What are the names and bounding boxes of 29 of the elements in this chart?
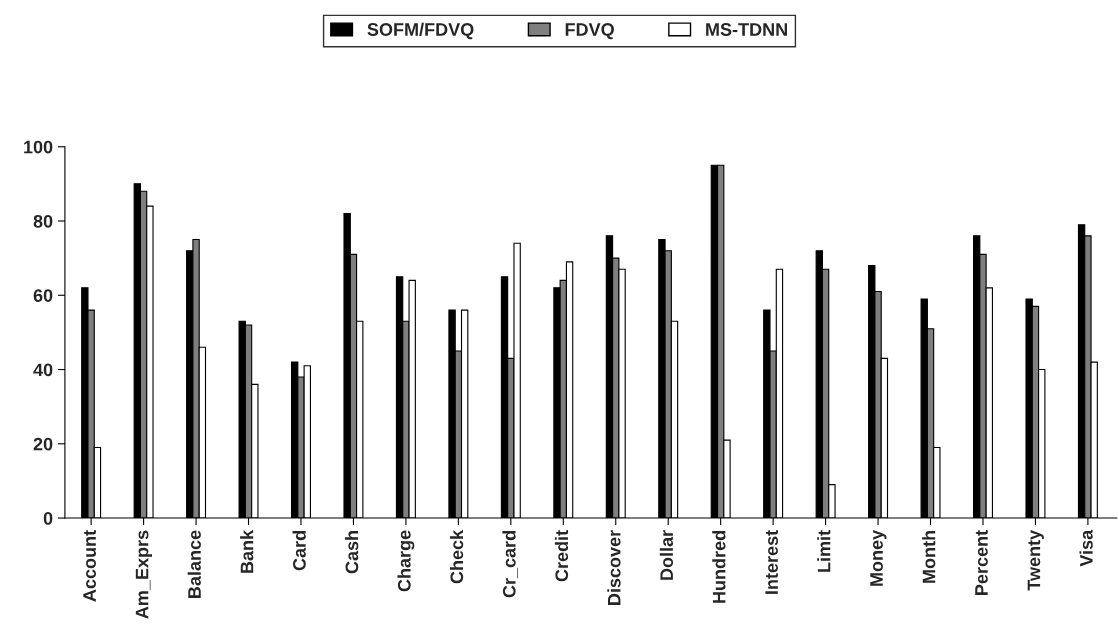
legend-label: FDVQ	[565, 23, 614, 40]
x-tick-label: Interest	[765, 530, 778, 594]
x-tick-label: Percent	[975, 530, 988, 595]
x-tick-label: Cash	[345, 530, 359, 574]
y-tick-label: 60	[33, 289, 53, 302]
legend-label: SOFM/FDVQ	[367, 22, 474, 40]
x-tick-label: Check	[449, 529, 464, 584]
y-tick-label: 40	[33, 363, 53, 377]
x-tick-label: Hundred	[712, 531, 726, 603]
x-tick-label: Credit	[554, 530, 569, 582]
legend-label: MS-TDNN	[706, 23, 787, 36]
x-tick-label: Dollar	[659, 530, 674, 580]
x-tick-label: Discover	[607, 530, 621, 605]
x-tick-label: Twenty	[1027, 529, 1044, 591]
x-tick-label: Money	[870, 529, 887, 586]
y-tick-label: 20	[33, 437, 53, 451]
x-tick-label: Balance	[187, 530, 201, 598]
y-tick-label: 0	[43, 511, 53, 525]
x-tick-label: Month	[922, 530, 936, 583]
x-tick-label: Card	[292, 531, 306, 571]
x-tick-label: Account	[83, 530, 96, 602]
x-tick-label: Visa	[1079, 529, 1093, 567]
x-tick-label: Limit	[817, 530, 831, 572]
x-tick-label: Bank	[240, 529, 254, 573]
x-tick-label: Charge	[397, 530, 415, 592]
x-tick-label: Am_Exprs	[135, 530, 153, 619]
x-tick-label: Cr_card	[502, 531, 518, 598]
y-tick-label: 80	[33, 214, 53, 228]
y-tick-label: 100	[24, 140, 53, 154]
